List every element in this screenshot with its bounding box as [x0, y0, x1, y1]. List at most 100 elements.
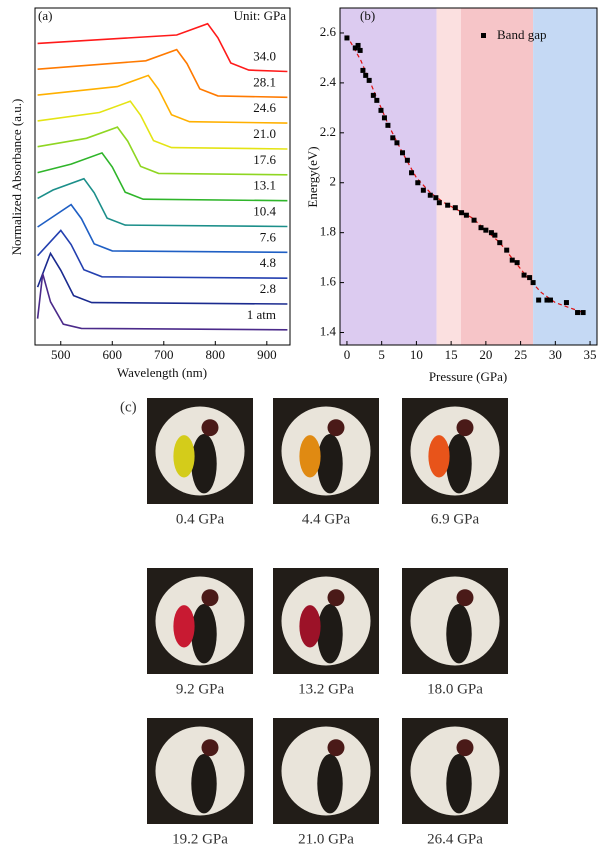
sample-shadow — [317, 754, 343, 814]
data-point — [563, 300, 569, 306]
data-point — [530, 280, 536, 286]
sample-shadow — [317, 604, 343, 664]
spectrum-line — [37, 177, 288, 228]
photo-caption: 6.9 GPa — [431, 511, 480, 527]
panel-label: (b) — [360, 8, 375, 23]
x-tick-label: 800 — [206, 347, 226, 362]
sample-shadow — [327, 589, 345, 607]
panel-label: (a) — [38, 8, 52, 23]
data-point — [544, 297, 550, 303]
data-point — [463, 212, 469, 218]
series-label: 21.0 — [253, 126, 276, 141]
data-point — [344, 35, 350, 41]
data-point — [483, 227, 489, 233]
data-point — [575, 310, 581, 316]
legend-marker — [481, 33, 486, 38]
y-tick-label: 2.4 — [320, 74, 337, 89]
data-point — [420, 187, 426, 193]
data-point — [514, 260, 520, 266]
spectrum-line — [37, 229, 288, 279]
sample-shadow — [317, 434, 343, 494]
photo-caption: 19.2 GPa — [172, 831, 228, 847]
series-label: 34.0 — [253, 48, 276, 63]
sample-shadow — [191, 754, 217, 814]
photo-caption: 13.2 GPa — [298, 681, 354, 697]
series-label: 10.4 — [253, 203, 276, 218]
data-point — [374, 97, 380, 103]
data-point — [527, 275, 533, 281]
sample-shadow — [327, 739, 345, 757]
y-tick-label: 1.8 — [320, 224, 336, 239]
x-tick-label: 500 — [51, 347, 71, 362]
spectrum-line — [37, 203, 288, 254]
x-tick-label: 10 — [410, 347, 423, 362]
series-label: 13.1 — [253, 178, 276, 193]
x-tick-label: 25 — [514, 347, 527, 362]
sample-shadow — [446, 754, 472, 814]
series-label: 1 atm — [247, 307, 276, 322]
y-axis-title: Normalized Absorbance (a.u.) — [9, 99, 24, 256]
sample-crystal — [173, 605, 195, 648]
sample-shadow — [456, 589, 474, 607]
data-point — [378, 107, 384, 113]
data-point — [381, 115, 387, 121]
pressure-region — [340, 8, 437, 345]
data-point — [390, 135, 396, 141]
data-point — [536, 297, 542, 303]
sample-crystal — [299, 435, 321, 478]
series-label: 2.8 — [260, 281, 276, 296]
spectrum-line — [37, 151, 288, 202]
data-point — [404, 157, 410, 163]
x-tick-label: 900 — [257, 347, 277, 362]
x-axis-title: Pressure (GPa) — [429, 369, 507, 384]
spectrum-line — [37, 48, 288, 99]
pressure-region — [436, 8, 461, 345]
x-tick-label: 0 — [344, 347, 351, 362]
data-point — [400, 150, 406, 156]
legend-label: Band gap — [497, 27, 546, 42]
sample-shadow — [191, 604, 217, 664]
sample-shadow — [456, 419, 474, 437]
data-point — [433, 195, 439, 201]
data-point — [488, 230, 494, 236]
data-point — [363, 72, 369, 78]
data-point — [366, 77, 372, 83]
data-point — [357, 47, 363, 53]
data-point — [409, 170, 415, 176]
annotation: Unit: GPa — [234, 8, 287, 23]
data-point — [452, 205, 458, 211]
panel-label: (c) — [120, 399, 137, 415]
x-tick-label: 20 — [479, 347, 492, 362]
y-tick-label: 2.2 — [320, 124, 336, 139]
data-point — [504, 247, 510, 253]
series-label: 24.6 — [253, 100, 276, 115]
sample-crystal — [173, 435, 195, 478]
photo-caption: 18.0 GPa — [427, 681, 483, 697]
data-point — [445, 202, 451, 208]
data-point — [436, 200, 442, 206]
data-point — [547, 297, 553, 303]
sample-shadow — [191, 434, 217, 494]
data-point — [497, 240, 503, 246]
plot-frame — [339, 7, 598, 346]
data-point — [471, 217, 477, 223]
sample-crystal — [428, 435, 450, 478]
pressure-region — [533, 8, 597, 345]
series-label: 17.6 — [253, 152, 276, 167]
photo-caption: 21.0 GPa — [298, 831, 354, 847]
series-label: 4.8 — [260, 255, 276, 270]
spectrum-line — [37, 22, 288, 73]
spectrum-line — [37, 100, 288, 150]
spectrum-line — [37, 126, 288, 176]
data-point — [580, 310, 586, 316]
spectrum-line — [36, 273, 288, 331]
sample-crystal — [299, 605, 321, 648]
spectrum-line — [36, 251, 288, 305]
sample-shadow — [201, 739, 219, 757]
data-point — [355, 42, 361, 48]
data-point — [394, 140, 400, 146]
photo-caption: 9.2 GPa — [176, 681, 225, 697]
y-tick-label: 1.6 — [320, 274, 337, 289]
data-point — [415, 180, 421, 186]
